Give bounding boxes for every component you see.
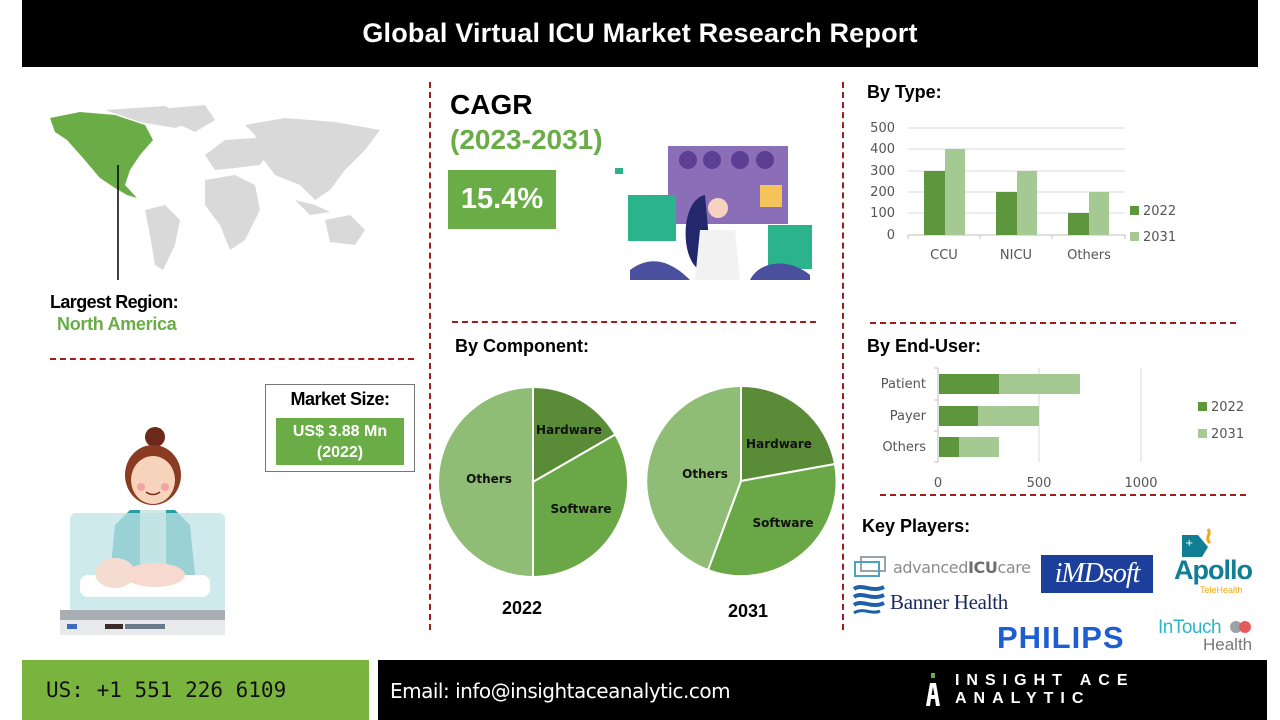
- intouch-heart-icon: [1230, 621, 1251, 633]
- logo-imdsoft: iMDsoft: [1041, 555, 1153, 593]
- doctor-dashboard-illustration-icon: [615, 146, 812, 280]
- component-pie-2022: Hardware Software Others: [437, 385, 630, 579]
- svg-text:Hardware: Hardware: [746, 437, 812, 451]
- market-size-label: Market Size:: [290, 389, 390, 409]
- market-size-value: US$ 3.88 Mn (2022): [276, 418, 404, 465]
- divider-type: [870, 322, 1236, 324]
- footer-email-link[interactable]: Email: info@insightaceanalytic.com: [390, 679, 731, 703]
- component-pie-2031: Hardware Software Others: [645, 384, 838, 578]
- world-map-icon: [50, 105, 380, 280]
- svg-text:2022: 2022: [1143, 204, 1176, 219]
- svg-text:0: 0: [887, 228, 895, 243]
- svg-text:Payer: Payer: [890, 409, 927, 424]
- svg-text:Others: Others: [466, 472, 512, 486]
- svg-text:CCU: CCU: [930, 248, 958, 263]
- by-type-title: By Type:: [867, 82, 942, 102]
- svg-text:200: 200: [870, 185, 895, 200]
- by-end-user-bar-chart: Patient Payer Others 0 500 1000 2022 2031: [881, 367, 1244, 491]
- logo-apollo-telehealth: + Apollo TeleHealth: [1170, 527, 1262, 597]
- svg-text:Others: Others: [682, 467, 728, 481]
- svg-text:400: 400: [870, 142, 895, 157]
- footer-phone: US: +1 551 226 6109: [22, 660, 369, 720]
- report-title: Global Virtual ICU Market Research Repor…: [362, 18, 918, 48]
- divider-end-user: [880, 494, 1246, 496]
- svg-text:+: +: [1185, 538, 1193, 549]
- divider-vertical-left: [429, 82, 431, 630]
- pie-2031-label: 2031: [728, 601, 769, 621]
- brand-logo: INSIGHT ACE ANALYTIC: [925, 672, 1280, 708]
- svg-text:Hardware: Hardware: [536, 423, 602, 437]
- svg-text:Software: Software: [550, 502, 611, 516]
- logo-philips: PHILIPS: [997, 620, 1125, 655]
- brand-name: INSIGHT ACE ANALYTIC: [954, 672, 1135, 707]
- nurse-incubator-illustration-icon: [60, 427, 225, 635]
- logo-advanced-icu-care: advancedICUcare: [853, 556, 1031, 578]
- svg-text:300: 300: [870, 164, 895, 179]
- svg-text:2022: 2022: [1211, 400, 1244, 415]
- largest-region-label: Largest Region:: [50, 292, 179, 312]
- svg-text:Others: Others: [1067, 248, 1111, 263]
- logo-intouch-health: InTouch Health: [1158, 617, 1253, 654]
- divider-region: [50, 358, 414, 360]
- apollo-logo-icon: +: [1182, 528, 1212, 557]
- key-players-title: Key Players:: [862, 516, 971, 536]
- logo-banner-health: Banner Health: [852, 583, 1008, 615]
- svg-text:Others: Others: [882, 440, 926, 455]
- svg-text:Patient: Patient: [881, 377, 926, 392]
- svg-text:2031: 2031: [1143, 230, 1176, 245]
- largest-region-value: North America: [57, 314, 177, 334]
- footer-bar: [378, 660, 1267, 720]
- advanced-icu-care-logo-icon: [854, 556, 886, 577]
- svg-text:0: 0: [934, 476, 942, 491]
- divider-vertical-right: [842, 82, 844, 630]
- svg-text:Software: Software: [752, 516, 813, 530]
- svg-text:100: 100: [870, 206, 895, 221]
- divider-cagr: [452, 321, 816, 323]
- banner-health-logo-icon: [852, 585, 885, 615]
- cagr-title: CAGR: [450, 89, 533, 120]
- svg-text:2031: 2031: [1211, 427, 1244, 442]
- cagr-value-badge: 15.4%: [448, 170, 556, 229]
- by-end-user-title: By End-User:: [867, 336, 982, 356]
- cagr-years: (2023-2031): [450, 124, 603, 155]
- svg-text:500: 500: [870, 121, 895, 136]
- svg-text:500: 500: [1027, 476, 1052, 491]
- market-size-card: Market Size: US$ 3.88 Mn (2022): [265, 384, 415, 472]
- svg-text:NICU: NICU: [1000, 248, 1032, 263]
- by-component-title: By Component:: [455, 336, 589, 356]
- report-header: Global Virtual ICU Market Research Repor…: [22, 0, 1258, 67]
- by-type-bar-chart: 500 400 300 200 100 0 CCU NICU Others 2022 203…: [870, 121, 1176, 263]
- pie-2022-label: 2022: [502, 598, 543, 618]
- insight-ace-logo-icon: [925, 673, 940, 706]
- svg-text:1000: 1000: [1124, 476, 1157, 491]
- north-america-region: [50, 112, 153, 198]
